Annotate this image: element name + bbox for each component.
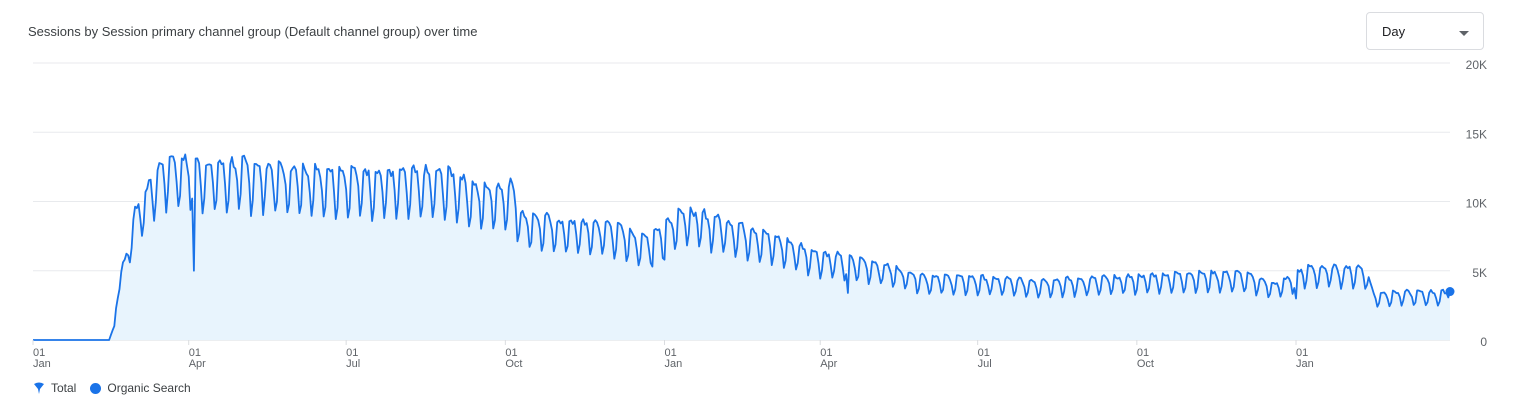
x-tick-day: 01 bbox=[505, 347, 517, 359]
last-point-marker bbox=[1445, 287, 1455, 297]
y-tick-label: 0 bbox=[1480, 335, 1487, 349]
pin-icon bbox=[34, 382, 44, 394]
x-tick-month: Oct bbox=[1137, 358, 1154, 370]
granularity-dropdown[interactable]: Day bbox=[1366, 12, 1484, 50]
chart-area bbox=[33, 153, 1455, 341]
chart-title: Sessions by Session primary channel grou… bbox=[28, 24, 478, 39]
series-line-organic-search bbox=[33, 153, 1451, 341]
legend-label-total: Total bbox=[51, 381, 77, 395]
granularity-value: Day bbox=[1382, 24, 1406, 39]
x-tick-day: 01 bbox=[33, 347, 45, 359]
x-tick-day: 01 bbox=[820, 347, 832, 359]
legend-item-total[interactable]: Total bbox=[33, 381, 76, 395]
x-tick-month: Jan bbox=[665, 358, 683, 370]
x-axis: 01Jan01Apr01Jul01Oct01Jan01Apr01Jul01Oct… bbox=[32, 340, 1314, 370]
y-axis: 20K 15K 10K 5K 0 bbox=[1466, 58, 1488, 349]
x-tick-month: Jul bbox=[978, 358, 992, 370]
x-tick-day: 01 bbox=[978, 347, 990, 359]
x-tick-month: Apr bbox=[820, 358, 837, 370]
y-tick-label: 20K bbox=[1466, 58, 1487, 72]
y-tick-label: 10K bbox=[1466, 197, 1487, 211]
legend-label-organic-search: Organic Search bbox=[107, 381, 191, 395]
x-tick-month: Oct bbox=[505, 358, 522, 370]
x-tick-day: 01 bbox=[665, 347, 677, 359]
x-tick-day: 01 bbox=[1137, 347, 1149, 359]
area-fill bbox=[33, 154, 1450, 340]
y-tick-label: 15K bbox=[1466, 127, 1487, 141]
chevron-down-icon bbox=[1459, 31, 1469, 36]
x-tick-month: Jan bbox=[33, 358, 51, 370]
dot-icon bbox=[90, 382, 102, 394]
y-tick-label: 5K bbox=[1472, 266, 1487, 280]
x-tick-day: 01 bbox=[1296, 347, 1308, 359]
x-tick-month: Jul bbox=[346, 358, 360, 370]
chart-legend: Total Organic Search bbox=[33, 381, 191, 395]
legend-item-organic-search[interactable]: Organic Search bbox=[90, 381, 191, 395]
x-tick-day: 01 bbox=[346, 347, 358, 359]
x-tick-month: Jan bbox=[1296, 358, 1314, 370]
x-tick-day: 01 bbox=[189, 347, 201, 359]
x-tick-month: Apr bbox=[189, 358, 206, 370]
